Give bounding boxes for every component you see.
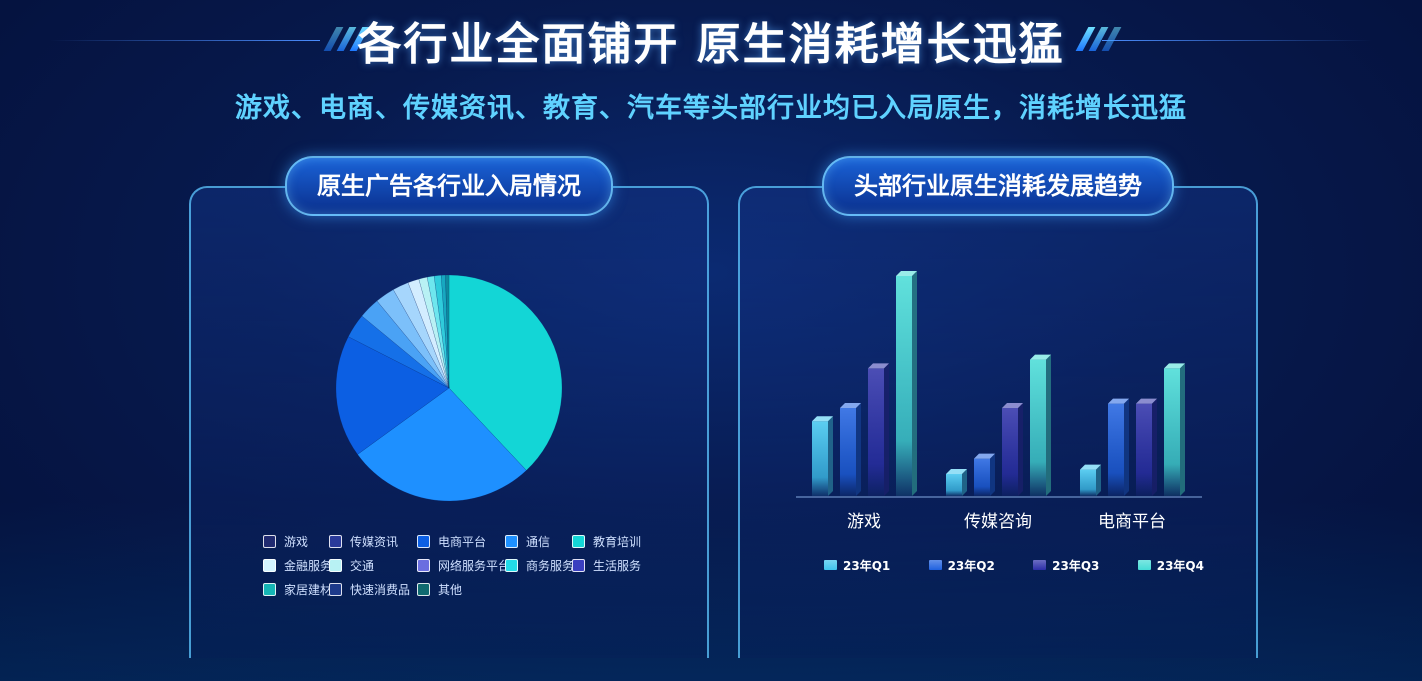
header: 各行业全面铺开 原生消耗增长迅猛	[0, 0, 1422, 80]
page-title: 各行业全面铺开 原生消耗增长迅猛	[357, 19, 1065, 70]
pie-legend-item: 快速消费品	[329, 582, 417, 597]
pie-legend-item: 家居建材	[263, 582, 333, 597]
pie-legend-swatch	[572, 534, 585, 548]
bar-legend-label: 23年Q4	[1156, 558, 1204, 573]
pie-legend-label: 教育培训	[593, 534, 642, 549]
consumption-bar-chart: 游戏 传媒咨询 电商平台	[796, 271, 1202, 532]
pie-legend-swatch	[505, 534, 518, 548]
pie-legend-swatch	[263, 582, 276, 596]
industry-entry-panel-title: 原生广告各行业入局情况	[285, 156, 613, 216]
pie-legend-swatch	[417, 582, 430, 596]
title-decoration-line-left	[50, 40, 320, 41]
bar-legend-label: 23年Q3	[1052, 558, 1100, 573]
pie-slice-4	[361, 300, 450, 389]
pie-legend-swatch	[417, 558, 430, 572]
pie-slice-12	[445, 274, 450, 389]
bar-legend-swatch	[1137, 560, 1151, 570]
pie-legend-label: 金融服务	[284, 558, 333, 573]
pie-legend-label: 传媒资讯	[350, 534, 399, 549]
pie-slice-2	[335, 336, 450, 455]
bar-category-label: 游戏	[847, 512, 881, 532]
industry-entry-panel: 原生广告各行业入局情况 游戏 传媒资讯 电商平台 通信 教育培训金融服务 交通 网络服务平台…	[189, 156, 709, 658]
pie-legend-label: 网络服务平台	[438, 558, 511, 573]
consumption-trend-panel-title: 头部行业原生消耗发展趋势	[822, 156, 1174, 216]
bar-legend-label: 23年Q2	[947, 558, 995, 573]
bar-legend-swatch	[1033, 560, 1047, 570]
bar-legend-item: 23年Q2	[928, 558, 995, 573]
pie-legend: 游戏 传媒资讯 电商平台 通信 教育培训金融服务 交通 网络服务平台 商务服务 生活服务家居建材…	[263, 534, 683, 597]
consumption-trend-panel: 头部行业原生消耗发展趋势 游戏 传媒咨询 电商平台 23年Q1 23年Q2 23年Q3 2…	[738, 156, 1258, 658]
pie-legend-label: 商务服务	[526, 558, 575, 573]
bar-0-0	[812, 416, 833, 496]
pie-legend-swatch	[572, 558, 585, 572]
bar-legend: 23年Q1 23年Q2 23年Q3 23年Q4	[824, 558, 1204, 573]
pie-legend-item: 金融服务	[263, 558, 333, 573]
pie-legend-swatch	[263, 534, 276, 548]
bar-legend-item: 23年Q4	[1137, 558, 1204, 573]
pie-legend-item: 其他	[417, 582, 505, 597]
pie-slice-5	[376, 289, 450, 389]
bar-category-label: 电商平台	[1098, 512, 1166, 532]
bar-2-1	[1108, 398, 1129, 496]
bar-2-0	[1080, 464, 1101, 496]
pie-legend-item: 商务服务	[505, 558, 575, 573]
pie-legend-item: 教育培训	[572, 534, 652, 549]
pie-legend-item: 通信	[505, 534, 572, 549]
pie-slice-10	[433, 275, 450, 389]
bar-category-label: 传媒咨询	[964, 512, 1032, 532]
pie-slice-9	[426, 275, 450, 389]
pie-slice-6	[392, 282, 450, 389]
page-subtitle: 游戏、电商、传媒资讯、教育、汽车等头部行业均已入局原生，消耗增长迅猛	[235, 93, 1187, 124]
pie-legend-item: 生活服务	[572, 558, 652, 573]
pie-legend-swatch	[417, 534, 430, 548]
pie-legend-swatch	[329, 534, 342, 548]
bar-1-1	[974, 453, 995, 496]
pie-legend-label: 生活服务	[593, 558, 642, 573]
bar-0-3	[896, 271, 917, 496]
pie-legend-label: 快速消费品	[350, 582, 411, 597]
pie-slice-1	[357, 387, 527, 502]
pie-slice-8	[418, 276, 450, 389]
pie-legend-label: 通信	[526, 534, 551, 549]
bar-0-1	[840, 403, 861, 496]
bar-legend-swatch	[928, 560, 942, 570]
pie-legend-label: 电商平台	[438, 534, 487, 549]
title-decoration-line-right	[1102, 40, 1372, 41]
pie-legend-swatch	[505, 558, 518, 572]
pie-legend-item: 传媒资讯	[329, 534, 417, 549]
pie-legend-item: 游戏	[263, 534, 329, 549]
pie-slice-3	[347, 315, 450, 389]
bar-2-3	[1164, 363, 1185, 496]
pie-legend-label: 交通	[350, 558, 375, 573]
pie-slice-11	[440, 274, 450, 389]
pie-legend-swatch	[329, 558, 342, 572]
bar-legend-item: 23年Q1	[824, 558, 891, 573]
bar-legend-label: 23年Q1	[843, 558, 891, 573]
bar-1-0	[946, 469, 967, 496]
bar-1-3	[1030, 354, 1051, 496]
pie-legend-item: 交通	[329, 558, 417, 573]
pie-legend-label: 其他	[438, 582, 463, 597]
bar-legend-swatch	[824, 560, 837, 570]
bar-legend-item: 23年Q3	[1033, 558, 1100, 573]
pie-slice-7	[407, 278, 450, 389]
pie-slice-0	[448, 274, 563, 471]
pie-legend-item: 网络服务平台	[417, 558, 510, 573]
bar-2-2	[1136, 398, 1157, 496]
pie-legend-swatch	[329, 582, 342, 596]
pie-legend-swatch	[263, 558, 276, 572]
pie-legend-label: 游戏	[284, 534, 309, 549]
pie-legend-label: 家居建材	[284, 582, 333, 597]
industry-pie-chart	[335, 274, 563, 502]
bar-1-2	[1002, 403, 1023, 496]
bar-0-2	[868, 363, 889, 496]
pie-legend-item: 电商平台	[417, 534, 505, 549]
